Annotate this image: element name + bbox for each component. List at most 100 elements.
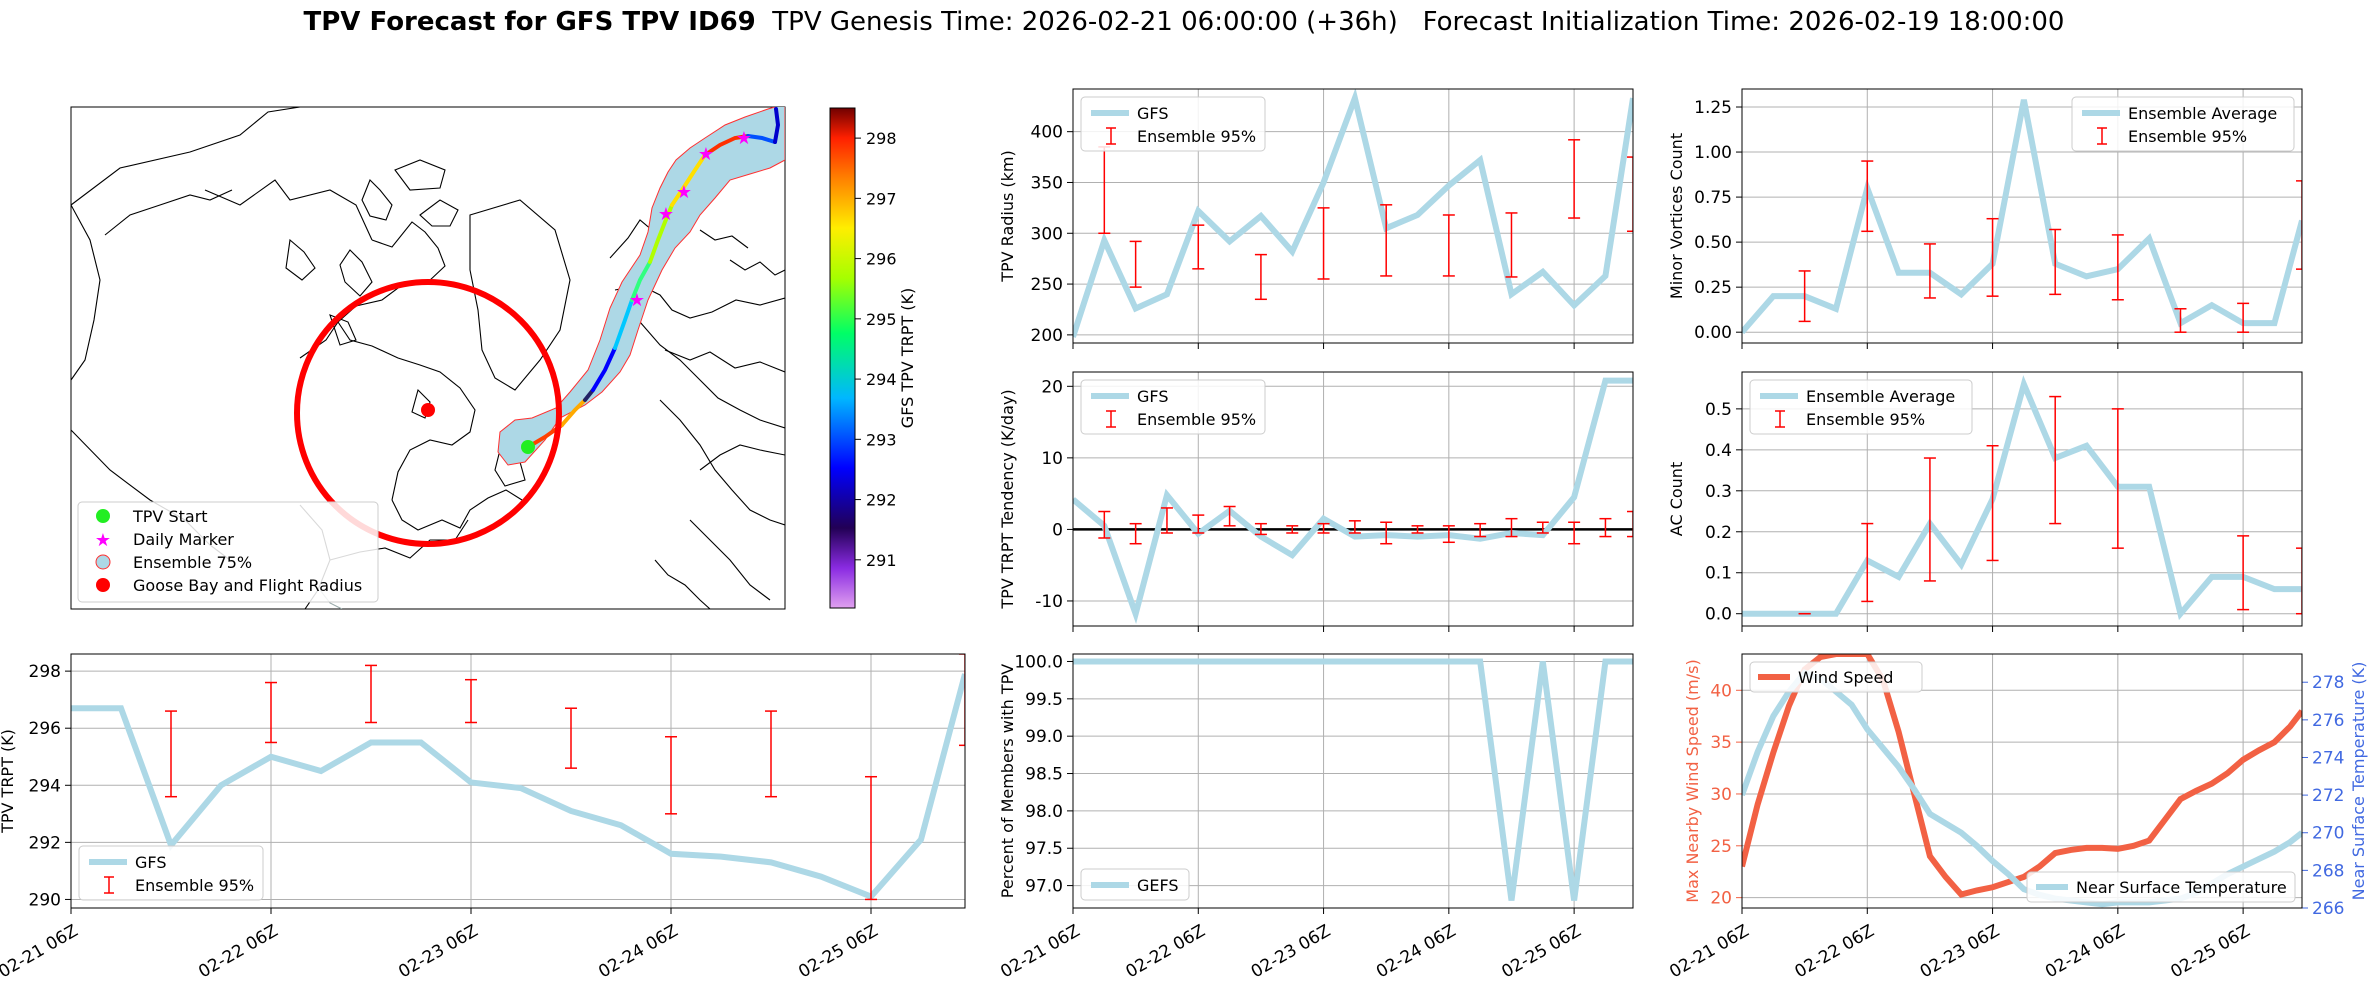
y-tick-label: 20 <box>1041 377 1063 397</box>
ensemble-errorbar <box>1098 510 1111 539</box>
y2-tick-label: 270 <box>2312 824 2344 844</box>
legend-start-icon <box>96 509 110 523</box>
legend-label: Ensemble 95% <box>1137 410 1256 429</box>
ensemble-errorbar <box>1380 521 1393 545</box>
plot-marks <box>1073 89 1633 338</box>
y-tick-label: 290 <box>29 890 61 910</box>
legend-label-daily: Daily Marker <box>133 530 234 549</box>
ensemble-errorbar <box>2237 302 2250 333</box>
plot-marks <box>1073 377 1633 624</box>
y-tick-label: 0.4 <box>1705 441 1732 461</box>
legend-label-goose: Goose Bay and Flight Radius <box>133 576 362 595</box>
daily-marker: ★ <box>658 204 674 225</box>
ensemble-errorbar <box>1627 510 1633 538</box>
x-tick-label: 02-22 06Z <box>195 921 281 982</box>
ensemble-errorbar <box>1923 243 1936 299</box>
legend-box <box>2071 96 2295 152</box>
legend-label: Near Surface Temperature <box>2076 878 2287 897</box>
ensemble-errorbar <box>1627 156 1633 232</box>
x-tick-label: 02-22 06Z <box>1122 921 1208 982</box>
y-tick-label: 99.0 <box>1025 727 1063 747</box>
colorbar-tick-label: 295 <box>866 310 897 329</box>
colorbar-tick-label: 296 <box>866 250 897 269</box>
legend-label-start: TPV Start <box>132 507 208 526</box>
legend-label: Ensemble 95% <box>2128 127 2247 146</box>
legend-star-icon: ★ <box>95 530 111 551</box>
y-tick-label: 40 <box>1710 681 1732 701</box>
ensemble-errorbar <box>2111 408 2124 549</box>
y-tick-label: 99.5 <box>1025 690 1063 710</box>
y-tick-label: 98.5 <box>1025 765 1063 785</box>
colorbar-tick-label: 298 <box>866 129 897 148</box>
y-axis-label: TPV TRPT (K) <box>0 729 17 834</box>
legend-label: Ensemble 95% <box>1137 127 1256 146</box>
ensemble-errorbar <box>2049 228 2062 296</box>
legend-label: GEFS <box>1137 876 1179 895</box>
gfs-line <box>1742 99 2302 335</box>
y-axis-label: TPV TRPT Tendency (K/day) <box>998 389 1017 609</box>
colorbar-gradient <box>829 107 856 609</box>
ensemble-errorbar <box>1317 207 1330 280</box>
y-tick-label: 200 <box>1031 326 1063 346</box>
ensemble-errorbar <box>165 710 177 798</box>
y-tick-label: 97.5 <box>1025 839 1063 859</box>
ensemble-errorbar <box>1798 270 1811 323</box>
chart-ac-count: 0.0 0.1 0.2 0.3 0.4 0.5 AC Count Ensemble Avera… <box>1667 371 2303 632</box>
x-tick-label: 02-21 06Z <box>0 921 82 982</box>
y2-tick-label: 266 <box>2312 899 2344 919</box>
legend: GEFS <box>1080 868 1190 901</box>
legend: GFS Ensemble 95% <box>1080 379 1266 435</box>
legend-label: Ensemble 95% <box>135 876 254 895</box>
y-tick-label: 0.00 <box>1694 323 1732 343</box>
ensemble-errorbar <box>1254 522 1267 536</box>
ensemble-errorbar <box>265 681 277 744</box>
y-tick-label: 1.00 <box>1694 143 1732 163</box>
y-tick-label: 298 <box>29 662 61 682</box>
plot-frame <box>1741 371 2303 627</box>
legend-label: Ensemble 95% <box>1806 410 1925 429</box>
daily-marker: ★ <box>736 128 752 149</box>
ensemble-errorbar <box>2296 547 2302 615</box>
y-tick-label: 250 <box>1031 275 1063 295</box>
x-tick-label: 02-23 06Z <box>1917 921 2003 982</box>
y-tick-label: 294 <box>29 776 61 796</box>
ensemble-errorbar <box>1442 525 1455 544</box>
ensemble-errorbar <box>1568 521 1581 545</box>
x-tick-label: 02-25 06Z <box>1498 921 1584 982</box>
map-legend-box <box>77 501 379 603</box>
x-tick-label: 02-25 06Z <box>2167 921 2253 982</box>
legend-label: Ensemble Average <box>1806 387 1955 406</box>
legend-temp: Near Surface Temperature <box>2026 871 2296 903</box>
ensemble-errorbar <box>1536 521 1549 534</box>
ensemble-errorbar <box>959 654 965 747</box>
ensemble-errorbar <box>2174 308 2187 333</box>
y-tick-label: 100.0 <box>1014 652 1063 672</box>
plot-frame <box>70 653 966 909</box>
tpv-track <box>526 107 781 449</box>
ensemble-errorbar <box>1223 505 1236 527</box>
chart-minor-vortices: 0.00 0.25 0.50 0.75 1.00 1.25 Minor Vortices C… <box>1667 88 2303 349</box>
colorbar: 291 292 293 294 295 296 297 298 GFS TPV TRPT (K… <box>829 107 917 609</box>
y-tick-label: 30 <box>1710 785 1732 805</box>
flight-radius-circle <box>294 279 562 547</box>
y-tick-label: 0.2 <box>1705 523 1732 543</box>
y-tick-label: 20 <box>1710 889 1732 909</box>
legend-ensemble-icon <box>95 554 111 570</box>
daily-markers: ★ ★ ★ ★ ★ <box>629 128 752 311</box>
plot-marks <box>1742 375 2302 621</box>
title-bold: TPV Forecast for GFS TPV ID69 <box>304 7 756 37</box>
y-tick-label: 0.3 <box>1705 482 1732 502</box>
legend: Ensemble Average Ensemble 95% <box>2071 96 2295 152</box>
gfs-line <box>1073 658 1633 901</box>
y-tick-label: 0.25 <box>1694 278 1732 298</box>
legend-label: GFS <box>135 853 166 872</box>
legend: GFS Ensemble 95% <box>78 845 264 901</box>
ensemble-errorbar <box>1348 520 1361 534</box>
ensemble-errorbar <box>2111 234 2124 301</box>
y2-axis-label: Near Surface Temperature (K) <box>2349 662 2368 901</box>
legend: Ensemble Average Ensemble 95% <box>1749 379 1973 435</box>
x-tick-label: 02-24 06Z <box>1373 921 1459 982</box>
chart-wind-temperature: 20 25 30 35 40 02-21 06Z 02-22 06Z 02-23 06Z 02-… <box>1666 653 2368 982</box>
y-tick-label: 350 <box>1031 173 1063 193</box>
x-tick-label: 02-22 06Z <box>1791 921 1877 982</box>
